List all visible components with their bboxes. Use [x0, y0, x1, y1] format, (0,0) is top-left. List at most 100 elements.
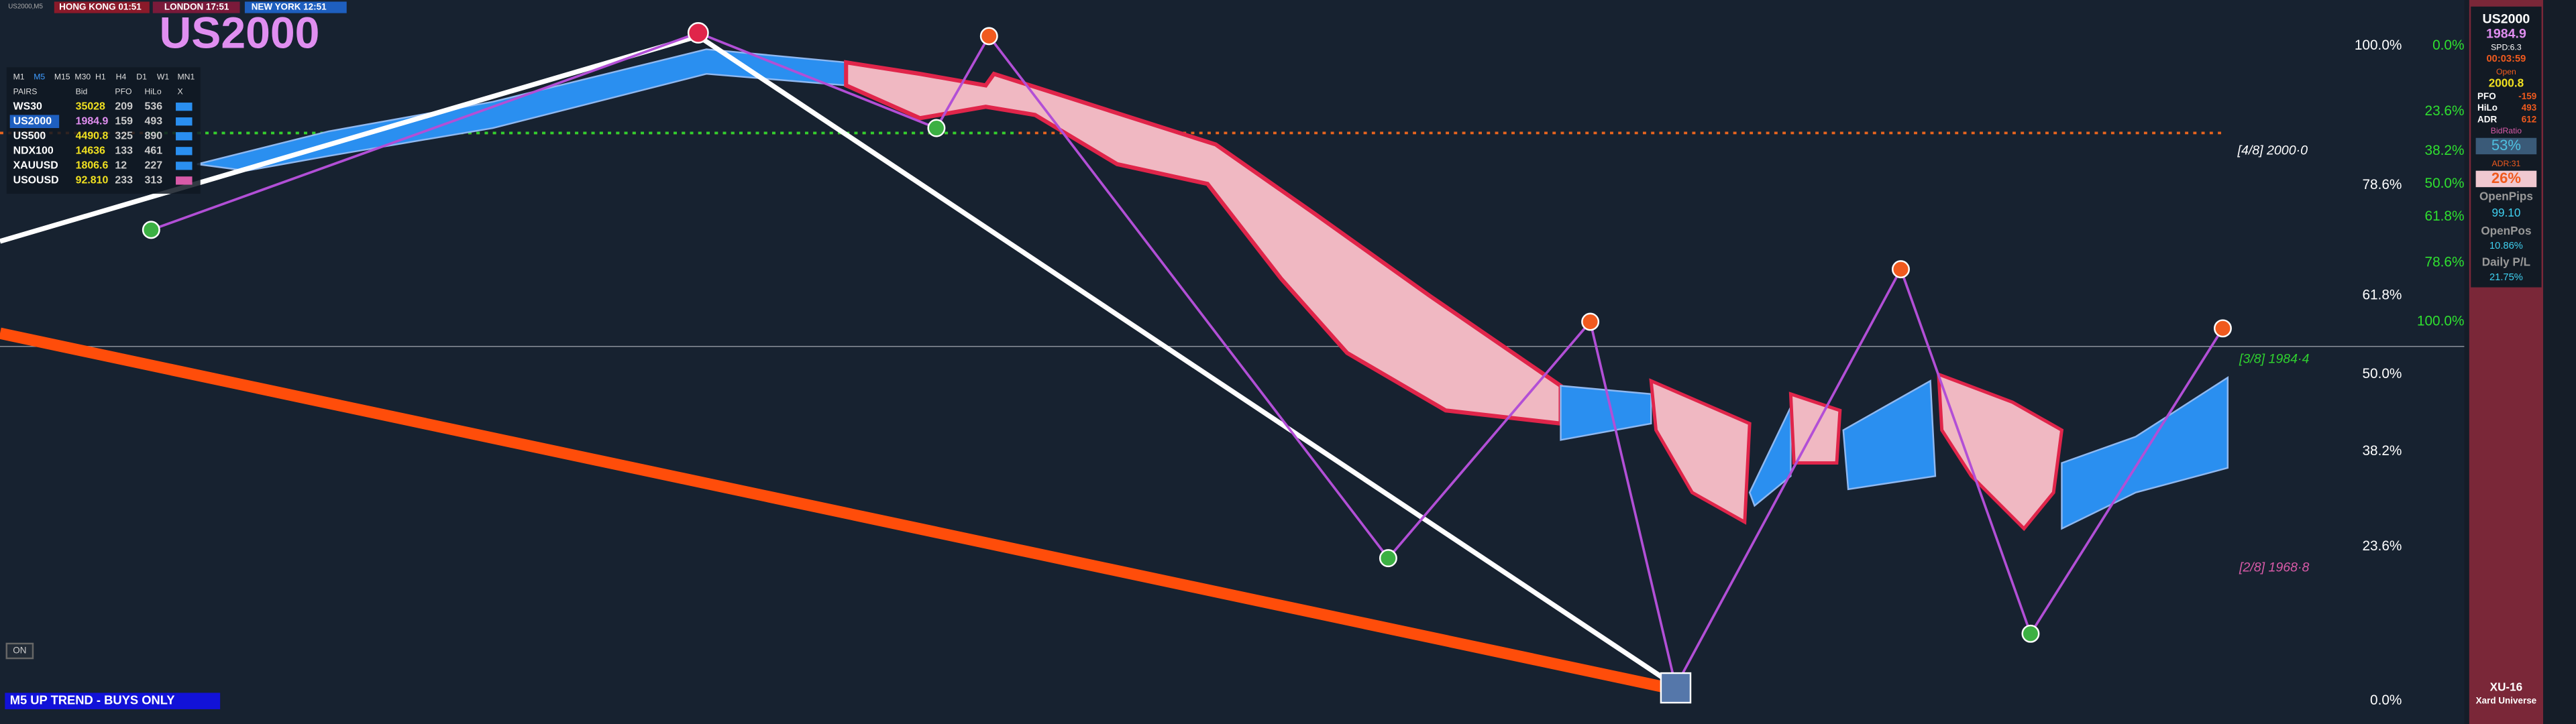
timeframe-tab: M15 [54, 72, 70, 81]
table-cell: 325 [115, 130, 133, 141]
panel-stat-label: PFO [2477, 91, 2496, 101]
panel-cell-bg [2475, 137, 2537, 155]
pivot-low [2021, 624, 2040, 643]
pivot-high [687, 22, 709, 44]
table-cell: 209 [115, 101, 133, 112]
pivot-high [2214, 319, 2232, 338]
trend-line [696, 34, 1677, 688]
cloud-up [1842, 379, 1937, 491]
table-cell: 493 [145, 115, 163, 127]
table-cell: 536 [145, 101, 163, 112]
panel-text: 99.10 [2491, 206, 2520, 219]
panel-text: ADR:31 [2491, 159, 2520, 168]
fib-level: 23.6% [2362, 538, 2402, 554]
table-cell: 12 [115, 160, 127, 172]
panel-stat-value: -159 [2518, 91, 2536, 101]
trend-line [0, 34, 699, 244]
fib-level: 50.0% [2362, 366, 2402, 381]
pivot-low [1379, 549, 1397, 568]
toggle-label[interactable]: ON [13, 646, 26, 656]
pairs-table: M1 M5 M15 M30 H1 H4 D1 W1 MN1 PAIRS Bid PFO HiLo X WS3… [6, 67, 201, 194]
panel-text: 1984.9 [2486, 27, 2526, 42]
clock: NEW YORK 12:51 [252, 2, 327, 12]
table-cell: 1984.9 [76, 115, 109, 127]
column-header: PFO [115, 86, 131, 96]
table-cell: 461 [145, 145, 163, 157]
table-cell: 92.810 [76, 175, 109, 186]
column-header: HiLo [145, 86, 162, 96]
x-indicator [176, 176, 193, 185]
x-indicator [176, 147, 193, 156]
panel-stat-value: 493 [2522, 103, 2536, 113]
table-cell: 890 [145, 130, 163, 141]
table-cell: 313 [145, 175, 163, 186]
fib-level: 100.0% [2417, 314, 2465, 329]
pivot-low [142, 221, 160, 239]
pivot-high [979, 27, 998, 46]
table-cell: 233 [115, 175, 133, 186]
clock-bg [54, 1, 150, 13]
panel-text: OpenPips [2479, 189, 2533, 202]
table-cell: 227 [145, 160, 163, 172]
murrey-label: [2/8] 1968·8 [2239, 560, 2310, 575]
table-cell: 14636 [76, 145, 105, 157]
table-bg [6, 67, 201, 194]
table-cell: 133 [115, 145, 133, 157]
timeframe-tab: M1 [13, 72, 25, 81]
pivots [142, 22, 2232, 704]
fib-labels: 100.0% 78.6% 61.8% 50.0% 38.2% 23.6% 0.0% 0.0% 2… [2355, 38, 2465, 708]
timeframe-tab: H4 [116, 72, 127, 81]
panel-text: OpenPos [2481, 224, 2531, 237]
table-cell: WS30 [13, 101, 42, 112]
clock: LONDON 17:51 [164, 2, 229, 12]
trend-bg [5, 692, 221, 709]
pivot-low [1660, 672, 1692, 704]
x-indicator [176, 103, 193, 111]
panel-text: Open [2496, 67, 2516, 76]
panel-text: BidRatio [2491, 126, 2522, 135]
clock-bg [244, 1, 347, 13]
x-indicator [176, 117, 193, 126]
table-cell: 159 [115, 115, 133, 127]
column-header: Bid [76, 86, 88, 96]
toggle-button[interactable] [5, 642, 34, 660]
murrey-label: [4/8] 2000·0 [2237, 143, 2308, 158]
column-header: PAIRS [13, 86, 38, 96]
cloud-down [1937, 371, 2064, 532]
fib-level: 61.8% [2425, 208, 2465, 224]
table-cell: 4490.8 [76, 130, 109, 141]
symbol-tag: US2000,M5 [8, 3, 43, 10]
murrey-label: [3/8] 1984·4 [2239, 351, 2310, 366]
panel-text: 21.75% [2489, 272, 2523, 283]
clock: HONG KONG 01:51 [59, 2, 142, 12]
panel-text: XU-16 [2490, 680, 2523, 694]
panel-text: 10.86% [2489, 241, 2523, 251]
panel-text: US2000 [2483, 12, 2530, 27]
fib-level: 38.2% [2425, 143, 2465, 158]
panel-text: 00:03:59 [2487, 54, 2526, 64]
symbol-title: US2000 [160, 8, 320, 58]
fib-level: 100.0% [2355, 38, 2402, 53]
table-cell: US500 [13, 130, 46, 141]
table-cell: NDX100 [13, 145, 54, 157]
table-cell: 1806.6 [76, 160, 109, 172]
timeframe-tab: MN1 [177, 72, 195, 81]
panel-text: Xard Universe [2476, 695, 2537, 705]
trend-status: M5 UP TREND - BUYS ONLY [10, 693, 175, 707]
panel-stat-label: HiLo [2477, 103, 2498, 113]
panel-stat-label: ADR [2477, 114, 2497, 124]
timeframe-tab: H1 [95, 72, 106, 81]
fib-level: 38.2% [2362, 443, 2402, 459]
fib-level: 78.6% [2362, 177, 2402, 192]
zigzag [150, 32, 2224, 690]
cloud-down [1649, 378, 1752, 525]
panel-cell-bg [2475, 170, 2537, 188]
panel-stat-value: 612 [2522, 114, 2536, 124]
table-cell: 35028 [76, 101, 105, 112]
panel-text: SPD:6.3 [2491, 42, 2522, 52]
fib-level: 23.6% [2425, 103, 2465, 119]
